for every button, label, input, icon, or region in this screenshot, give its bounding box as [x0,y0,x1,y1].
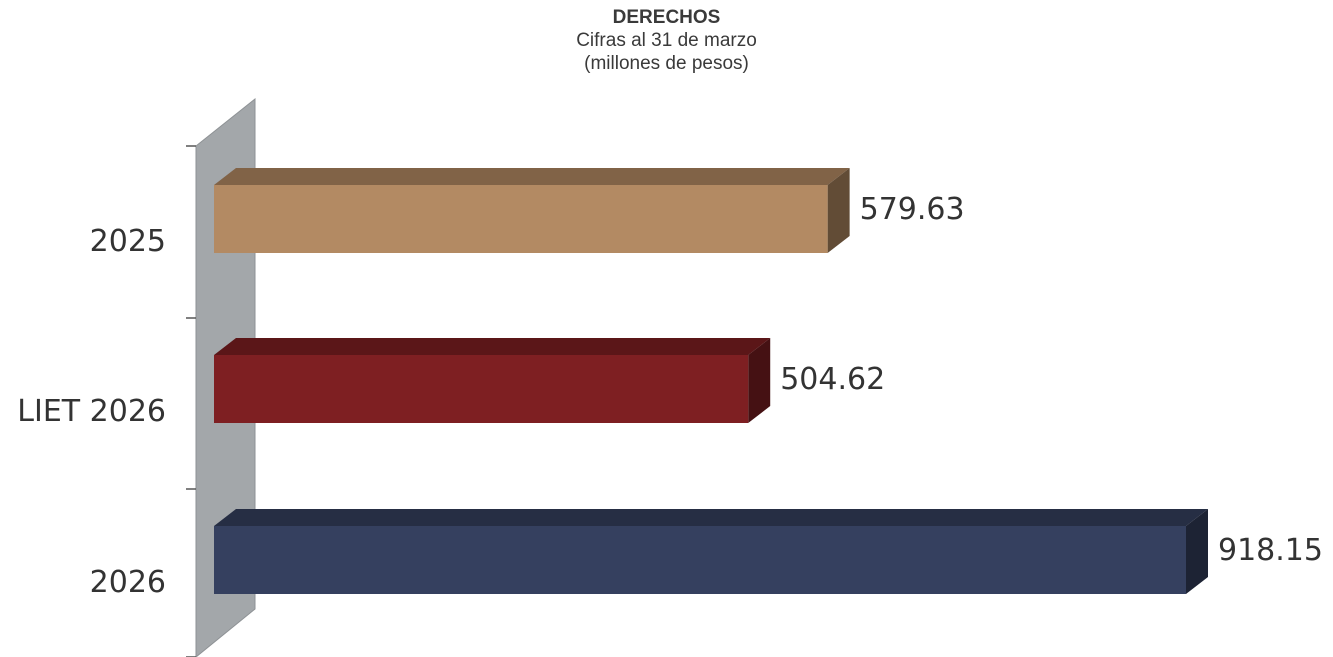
bar-top-face [214,509,1208,526]
bar-top-face [214,338,771,355]
chart-title: DERECHOS [612,7,721,28]
category-label: LIET 2026 [17,394,166,429]
bar-side-face [1186,509,1208,594]
category-label: 2026 [90,565,166,600]
chart-subtitle-line-1: Cifras al 31 de marzo [576,30,757,51]
bar-2026 [214,509,1208,594]
bar-front-face [214,185,828,253]
category-label: 2025 [90,224,166,259]
bar-side-face [827,168,850,253]
value-label: 918.15 [1218,533,1323,568]
bar-front-face [214,355,749,423]
chart-subtitle-line-2: (millones de pesos) [584,53,749,74]
bar-front-face [214,526,1186,594]
bar-side-face [748,338,771,423]
bar-2025 [214,168,850,253]
value-label: 504.62 [780,362,885,397]
bar-liet-2026 [214,338,771,423]
chart-title-block: DERECHOS Cifras al 31 de marzo (millones… [0,6,1333,75]
bar-top-face [214,168,850,185]
value-label: 579.63 [860,192,965,227]
